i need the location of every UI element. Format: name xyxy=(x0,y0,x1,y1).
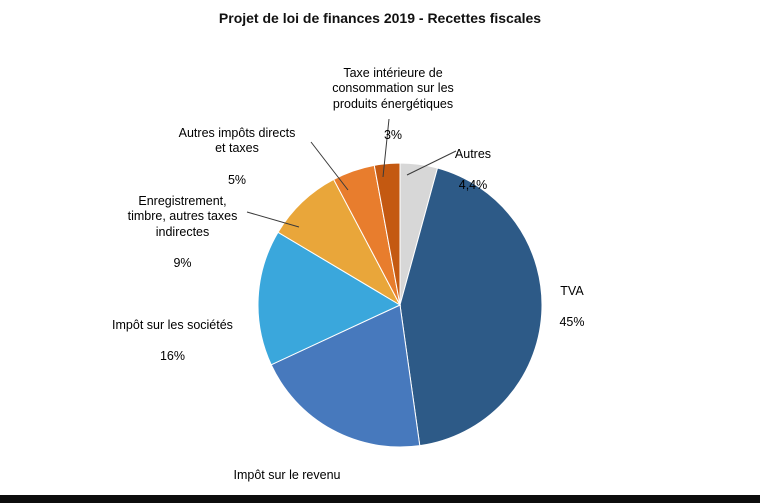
label-tva-pct: 45% xyxy=(559,314,585,329)
label-autres-name: Autres xyxy=(454,146,492,161)
label-impot-societes: Impôt sur les sociétés 16% xyxy=(90,302,255,380)
label-impot-revenu-name: Impôt sur le revenu xyxy=(233,467,341,482)
label-impot-societes-pct: 16% xyxy=(159,348,186,363)
label-taxe-interieure: Taxe intérieure de consommation sur les … xyxy=(307,50,479,159)
pie-slice-2 xyxy=(270,304,421,448)
pie-slice-3 xyxy=(257,231,402,366)
label-tva-name: TVA xyxy=(560,283,584,298)
label-taxe-interieure-name: Taxe intérieure de consommation sur les … xyxy=(332,65,454,111)
pie-slice-1 xyxy=(399,167,543,447)
label-autres-impots-directs: Autres impôts directs et taxes 5% xyxy=(157,110,317,204)
label-enregistrement-name: Enregistrement, timbre, autres taxes ind… xyxy=(127,193,238,239)
label-enregistrement: Enregistrement, timbre, autres taxes ind… xyxy=(100,178,265,287)
label-impot-revenu: Impôt sur le revenu 21% xyxy=(212,452,362,503)
bottom-border-bar xyxy=(0,495,760,503)
label-tva: TVA 45% xyxy=(542,268,602,346)
chart-title: Projet de loi de finances 2019 - Recette… xyxy=(218,10,542,26)
label-enregistrement-pct: 9% xyxy=(173,256,192,271)
label-autres-pct: 4,4% xyxy=(458,177,488,192)
label-impot-societes-name: Impôt sur les sociétés xyxy=(112,317,233,332)
label-autres-impots-directs-pct: 5% xyxy=(227,172,247,187)
label-autres: Autres 4,4% xyxy=(437,131,509,209)
label-autres-impots-directs-name: Autres impôts directs et taxes xyxy=(178,125,296,156)
label-taxe-interieure-pct: 3% xyxy=(383,128,403,143)
